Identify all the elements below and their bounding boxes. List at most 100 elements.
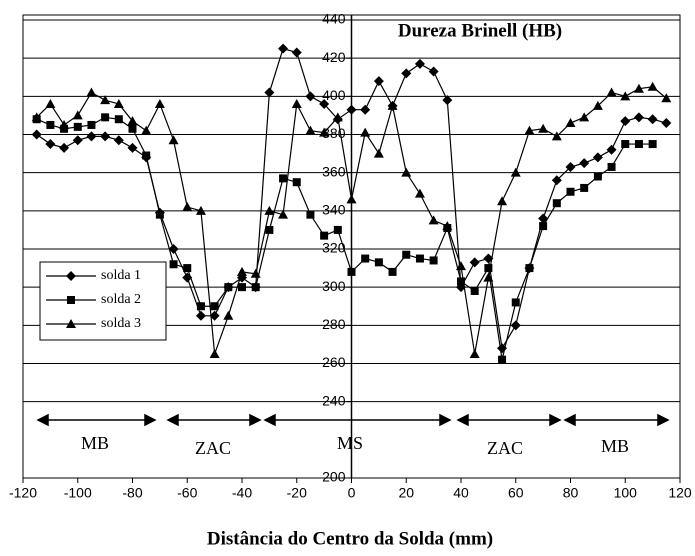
- marker: [510, 167, 521, 177]
- marker: [647, 114, 658, 125]
- marker: [648, 140, 657, 149]
- marker: [127, 116, 138, 126]
- x-tick-label: 0: [348, 485, 356, 501]
- marker: [402, 250, 411, 259]
- x-tick-label: -80: [122, 485, 142, 501]
- marker: [169, 260, 178, 269]
- marker: [333, 225, 342, 234]
- marker: [113, 98, 124, 108]
- marker: [265, 225, 274, 234]
- marker: [579, 158, 590, 169]
- marker: [497, 196, 508, 206]
- marker: [250, 268, 261, 278]
- x-tick-label: -60: [177, 485, 197, 501]
- marker: [551, 175, 562, 186]
- zone-label: MB: [81, 433, 109, 453]
- marker: [634, 140, 643, 149]
- marker: [238, 283, 246, 292]
- marker: [511, 298, 520, 307]
- marker: [183, 264, 192, 273]
- chart-title: Dureza Brinell (HB): [398, 20, 562, 41]
- marker: [592, 152, 603, 163]
- marker: [45, 139, 56, 150]
- marker: [661, 93, 672, 103]
- y-tick-label: 440: [322, 11, 346, 27]
- marker: [606, 144, 617, 155]
- legend-label: solda 1: [101, 268, 141, 283]
- y-tick-label: 300: [322, 278, 346, 294]
- marker: [607, 162, 616, 171]
- marker: [580, 183, 589, 192]
- zone-label: MS: [337, 433, 363, 453]
- marker: [470, 286, 479, 295]
- marker: [428, 215, 439, 225]
- marker: [469, 348, 480, 358]
- marker: [469, 257, 480, 268]
- y-tick-label: 340: [322, 202, 346, 218]
- series-line: [36, 116, 653, 360]
- marker: [31, 112, 42, 122]
- marker: [66, 271, 76, 281]
- marker: [429, 256, 438, 265]
- marker: [209, 310, 220, 321]
- marker: [428, 66, 439, 77]
- zone-arrows: [36, 413, 670, 427]
- marker: [388, 267, 397, 276]
- marker: [633, 83, 644, 93]
- marker: [168, 244, 179, 254]
- x-tick-label: 100: [614, 485, 638, 501]
- marker: [128, 124, 137, 133]
- x-tick-label: 40: [453, 485, 469, 501]
- legend-box: [39, 261, 167, 341]
- marker: [209, 348, 220, 358]
- marker: [414, 58, 425, 69]
- marker: [155, 210, 164, 219]
- marker: [67, 296, 75, 304]
- y-tick-label: 280: [322, 316, 346, 332]
- y-tick-label: 200: [322, 469, 346, 485]
- y-tick-label: 420: [322, 49, 346, 65]
- marker: [538, 213, 549, 224]
- marker: [647, 81, 658, 91]
- marker: [442, 95, 453, 106]
- marker: [292, 178, 301, 187]
- marker: [483, 272, 494, 282]
- marker: [31, 129, 42, 140]
- marker: [374, 258, 383, 267]
- marker: [524, 125, 535, 135]
- marker: [361, 254, 370, 263]
- marker: [373, 148, 384, 158]
- marker: [387, 100, 398, 110]
- marker: [182, 202, 193, 212]
- marker: [606, 87, 617, 97]
- y-tick-label: 320: [322, 240, 346, 256]
- marker: [319, 127, 330, 137]
- marker: [195, 310, 206, 321]
- marker: [320, 231, 329, 240]
- marker: [86, 131, 97, 142]
- marker: [72, 135, 83, 146]
- marker: [633, 112, 644, 123]
- x-tick-label: -40: [232, 485, 252, 501]
- marker: [59, 142, 70, 153]
- marker: [565, 118, 576, 128]
- marker: [415, 254, 424, 263]
- marker: [291, 98, 302, 108]
- marker: [566, 187, 575, 196]
- marker: [346, 194, 357, 204]
- x-axis-label: Distância do Centro da Solda (mm): [207, 528, 493, 549]
- marker: [46, 120, 55, 129]
- x-tick-label: 20: [398, 485, 414, 501]
- marker: [251, 283, 260, 292]
- marker: [127, 142, 138, 153]
- marker: [593, 172, 602, 181]
- marker: [72, 110, 83, 120]
- marker: [291, 47, 302, 58]
- x-tick-label: -20: [287, 485, 307, 501]
- marker: [510, 320, 521, 331]
- zone-label: ZAC: [487, 438, 523, 458]
- marker: [154, 98, 165, 108]
- marker: [278, 209, 289, 219]
- marker: [620, 116, 631, 127]
